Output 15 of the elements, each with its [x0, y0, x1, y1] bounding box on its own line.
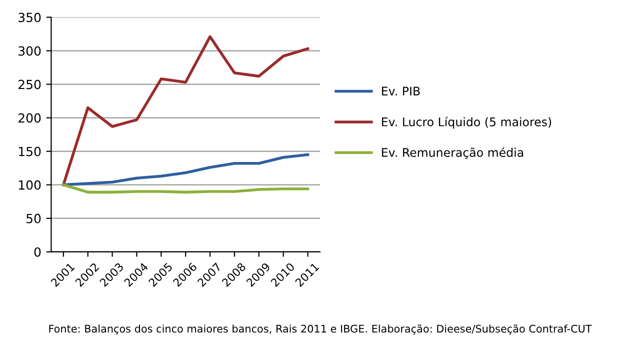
- y-tick-label: 350: [18, 12, 41, 22]
- legend-label: Ev. Remuneração média: [382, 147, 524, 160]
- y-tick-label: 150: [18, 146, 41, 156]
- line-series: [62, 183, 310, 194]
- line-series: [62, 153, 310, 186]
- y-tick-label: 100: [18, 180, 41, 190]
- y-tick-label: 250: [18, 80, 41, 90]
- y-tick-label: 0: [34, 247, 41, 257]
- source-note: Fonte: Balanços dos cinco maiores bancos, Rais 2011 e IBGE. Elaboração: Dieese/Subseção Contraf-CUT: [49, 324, 592, 334]
- y-tick-label: 50: [26, 214, 41, 224]
- line-series: [62, 35, 310, 186]
- legend-label: Ev. Lucro Líquido (5 maiores): [382, 116, 552, 129]
- y-tick-label: 200: [18, 113, 41, 123]
- y-tick-label: 300: [18, 46, 41, 56]
- legend-label: Ev. PIB: [382, 86, 420, 96]
